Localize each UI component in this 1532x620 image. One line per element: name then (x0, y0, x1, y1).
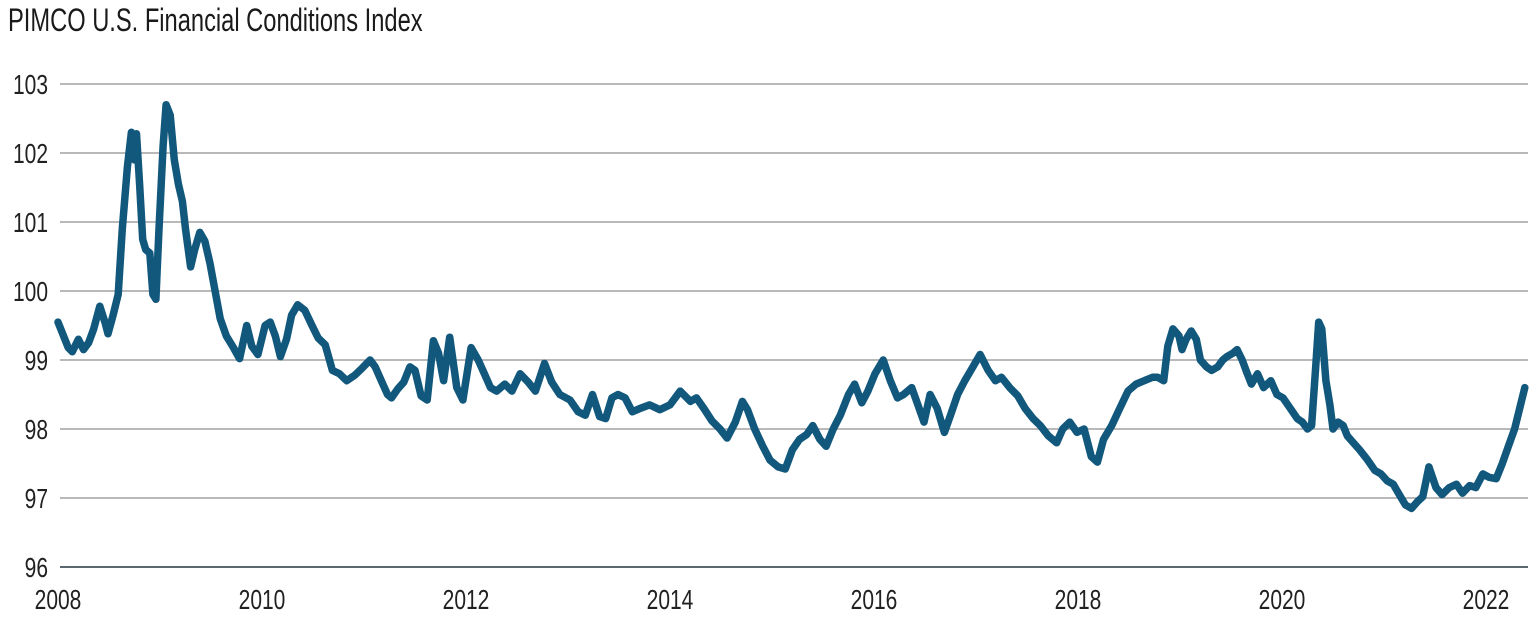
x-axis-labels: 2008 2010 2012 2014 2016 2018 2020 2022 (35, 585, 1510, 616)
y-tick-label: 101 (13, 208, 48, 239)
y-tick-label: 102 (13, 139, 48, 170)
x-tick-label: 2014 (647, 585, 694, 616)
y-tick-label: 96 (25, 553, 48, 584)
x-tick-label: 2012 (443, 585, 490, 616)
y-tick-label: 100 (13, 277, 48, 308)
y-tick-label: 98 (25, 415, 48, 446)
y-tick-label: 99 (25, 346, 48, 377)
x-tick-label: 2022 (1463, 585, 1510, 616)
gridlines (60, 83, 1528, 568)
y-tick-label: 97 (25, 484, 48, 515)
fci-series-line (54, 100, 1529, 513)
y-tick-label: 103 (13, 70, 48, 101)
x-tick-label: 2008 (35, 585, 82, 616)
x-tick-label: 2016 (851, 585, 898, 616)
x-tick-label: 2018 (1055, 585, 1102, 616)
x-tick-label: 2010 (239, 585, 286, 616)
x-tick-label: 2020 (1259, 585, 1306, 616)
chart-title: PIMCO U.S. Financial Conditions Index (8, 2, 423, 38)
y-axis-labels: 96 97 98 99 100 101 102 103 (13, 70, 48, 584)
